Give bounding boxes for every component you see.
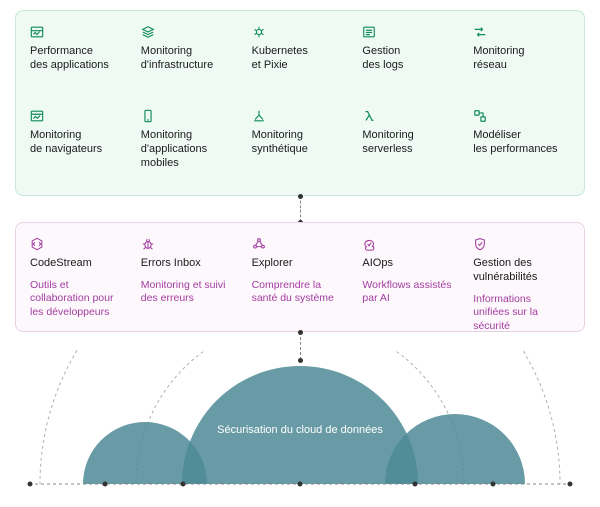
layers-icon: [141, 25, 155, 39]
lambda-icon: [362, 109, 376, 123]
cell-label: Monitoringd'infrastructure: [141, 45, 238, 73]
cell-label: Monitoringde navigateurs: [30, 129, 127, 157]
bug-icon: [141, 237, 155, 251]
cell-label: Monitoringserverless: [362, 129, 459, 157]
cell-label: Monitoringréseau: [473, 45, 570, 73]
cell-subtitle: Informations unifiées sur la sécurité: [473, 293, 570, 334]
explorer-icon: [252, 237, 266, 251]
observability-panel: Performancedes applications Monitoringd'…: [15, 10, 585, 196]
cell-label: CodeStream: [30, 257, 127, 271]
shield-icon: [473, 237, 487, 251]
connector-dot: [298, 330, 303, 335]
logs-icon: [362, 25, 376, 39]
cell-label: Gestiondes logs: [362, 45, 459, 73]
cell-k8s[interactable]: Kuberneteset Pixie: [246, 21, 355, 101]
mobile-icon: [141, 109, 155, 123]
cell-synth[interactable]: Monitoringsynthétique: [246, 105, 355, 185]
cell-serverless[interactable]: Monitoringserverless: [356, 105, 465, 185]
k8s-icon: [252, 25, 266, 39]
codestream-icon: [30, 237, 44, 251]
browser-icon: [30, 109, 44, 123]
devtools-panel: CodeStream Outils et collaboration pour …: [15, 222, 585, 332]
app-perf-icon: [30, 25, 44, 39]
cell-subtitle: Comprendre la santé du système: [252, 279, 349, 306]
cell-codestream[interactable]: CodeStream Outils et collaboration pour …: [24, 233, 133, 337]
cell-label: Explorer: [252, 257, 349, 271]
connector-1: [300, 196, 301, 222]
cell-subtitle: Workflows assistés par AI: [362, 279, 459, 306]
cell-label: AIOps: [362, 257, 459, 271]
cell-model[interactable]: Modéliserles performances: [467, 105, 576, 185]
cell-browser[interactable]: Monitoringde navigateurs: [24, 105, 133, 185]
cell-subtitle: Monitoring et suivi des erreurs: [141, 279, 238, 306]
cell-network[interactable]: Monitoringréseau: [467, 21, 576, 101]
cell-explorer[interactable]: Explorer Comprendre la santé du système: [246, 233, 355, 337]
model-icon: [473, 109, 487, 123]
cell-logs[interactable]: Gestiondes logs: [356, 21, 465, 101]
cell-mobile[interactable]: Monitoringd'applicationsmobiles: [135, 105, 244, 185]
cell-infra[interactable]: Monitoringd'infrastructure: [135, 21, 244, 101]
aiops-icon: [362, 237, 376, 251]
cell-vuln[interactable]: Gestion des vulnérabilités Informations …: [467, 233, 576, 337]
cell-label: Modéliserles performances: [473, 129, 570, 157]
synth-icon: [252, 109, 266, 123]
network-icon: [473, 25, 487, 39]
cell-label: Monitoringsynthétique: [252, 129, 349, 157]
cloud-diagram: [15, 350, 585, 500]
cell-label: Errors Inbox: [141, 257, 238, 271]
connector-dot: [298, 194, 303, 199]
cell-aiops[interactable]: AIOps Workflows assistés par AI: [356, 233, 465, 337]
cell-label: Monitoringd'applicationsmobiles: [141, 129, 238, 170]
cell-errors[interactable]: Errors Inbox Monitoring et suivi des err…: [135, 233, 244, 337]
cell-label: Gestion des vulnérabilités: [473, 257, 570, 285]
cell-label: Kuberneteset Pixie: [252, 45, 349, 73]
cell-subtitle: Outils et collaboration pour les dévelop…: [30, 279, 127, 320]
cell-label: Performancedes applications: [30, 45, 127, 73]
cell-app-perf[interactable]: Performancedes applications: [24, 21, 133, 101]
